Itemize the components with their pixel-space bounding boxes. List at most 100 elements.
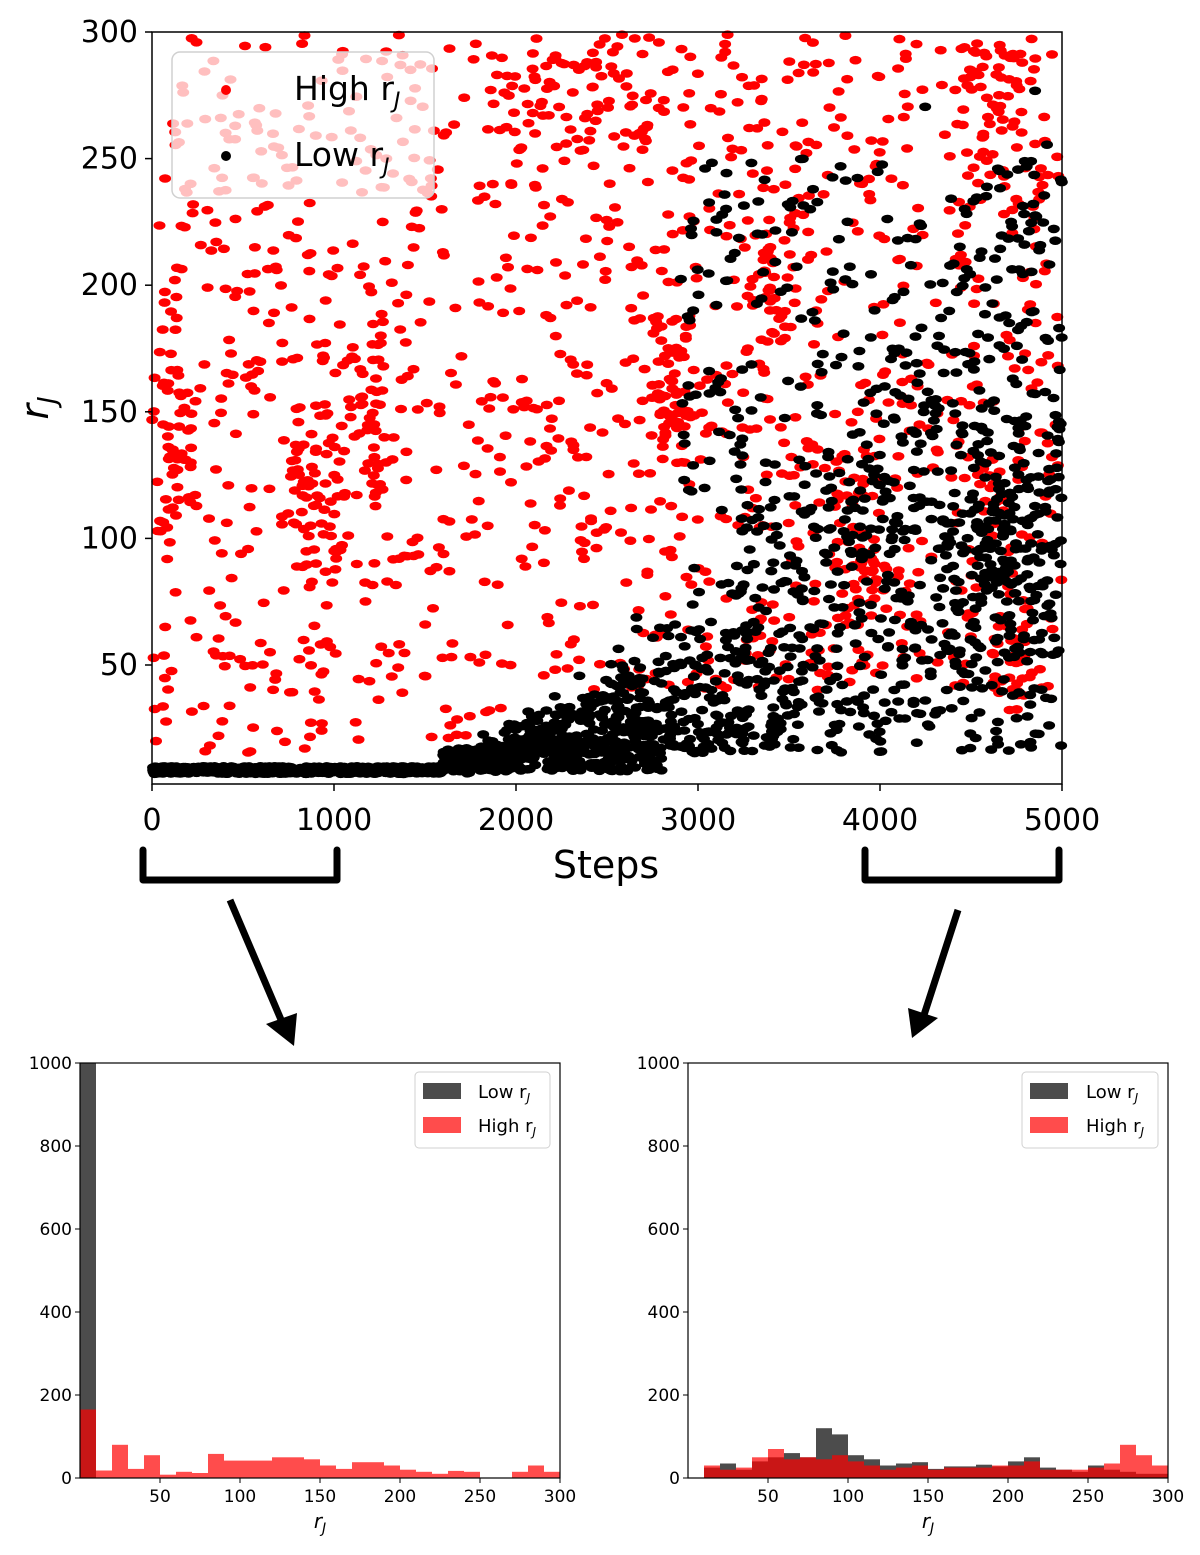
high-rj-point xyxy=(776,127,789,137)
low-rj-point xyxy=(1028,684,1041,693)
high-rj-point xyxy=(984,170,997,180)
high-rj-point xyxy=(799,372,812,382)
high-rj-point xyxy=(810,140,823,150)
low-rj-point xyxy=(703,198,716,207)
low-rj-point xyxy=(771,714,784,723)
high-rj-point xyxy=(208,536,221,545)
low-rj-point xyxy=(838,580,851,590)
low-rj-point xyxy=(878,584,891,593)
high-rj-point xyxy=(583,136,596,145)
high-rj-point xyxy=(259,42,272,52)
high-rj-point xyxy=(776,469,788,478)
high-rj-point xyxy=(567,440,580,450)
high-rj-point xyxy=(822,662,835,672)
histogram-right-bars xyxy=(704,1428,1168,1479)
high-rj-point xyxy=(243,287,256,296)
high-rj-point xyxy=(580,370,593,380)
high-rj-point xyxy=(683,89,696,98)
high-rj-point xyxy=(292,417,305,427)
low-rj-point xyxy=(718,190,731,199)
high-rj-point xyxy=(375,309,388,319)
high-rj-point xyxy=(620,69,633,78)
high-rj-point xyxy=(662,210,675,219)
high-rj-point xyxy=(367,443,380,452)
low-rj-point xyxy=(945,194,958,203)
low-rj-point xyxy=(1030,590,1043,600)
high-rj-point xyxy=(276,338,289,348)
high-rj-point xyxy=(212,731,225,741)
low-rj-point xyxy=(1043,464,1056,474)
low-rj-point xyxy=(609,755,622,765)
high-rj-point xyxy=(419,620,432,629)
low-rj-point xyxy=(769,257,782,267)
high-rj-point xyxy=(270,669,283,678)
high-rj-point xyxy=(550,142,563,152)
low-rj-point xyxy=(915,620,928,630)
high-rj-point xyxy=(823,103,836,112)
high-rj-point xyxy=(796,118,809,127)
high-rj-point xyxy=(350,559,363,569)
high-rj-point xyxy=(201,283,214,292)
low-rj-point xyxy=(659,651,672,661)
low-rj-point xyxy=(720,730,733,739)
high-rj-point xyxy=(857,479,870,489)
low-rj-point xyxy=(797,660,810,670)
high-rj-point xyxy=(153,221,166,230)
high-rj-bar xyxy=(800,1457,816,1479)
low-rj-point xyxy=(751,229,764,238)
low-rj-point xyxy=(873,525,885,534)
high-rj-bar xyxy=(240,1460,256,1478)
high-rj-point xyxy=(646,381,659,390)
high-rj-bar xyxy=(848,1461,864,1478)
high-rj-point xyxy=(376,217,389,227)
high-rj-point xyxy=(516,374,528,384)
low-rj-point xyxy=(925,514,938,524)
low-rj-point xyxy=(758,681,771,690)
high-rj-point xyxy=(554,349,567,359)
high-rj-point xyxy=(151,477,164,487)
high-rj-point xyxy=(510,159,523,168)
low-rj-point xyxy=(1042,489,1055,498)
scatter-points xyxy=(146,30,1068,779)
low-rj-point xyxy=(819,548,831,558)
low-rj-point xyxy=(982,524,995,534)
high-rj-point xyxy=(518,84,531,93)
high-rj-point xyxy=(792,68,805,78)
high-rj-bar xyxy=(976,1467,992,1478)
high-rj-point xyxy=(522,118,535,128)
high-rj-point xyxy=(726,369,739,379)
scatter-x-axis-label: Steps xyxy=(553,843,659,887)
high-rj-point xyxy=(638,364,651,374)
high-rj-point xyxy=(576,547,588,557)
high-rj-point xyxy=(491,70,503,80)
high-rj-point xyxy=(832,87,845,96)
low-rj-point xyxy=(732,413,745,423)
high-rj-point xyxy=(755,94,768,104)
low-rj-point xyxy=(828,543,841,552)
hist-x-tick-label: 200 xyxy=(992,1487,1024,1507)
high-rj-point xyxy=(439,704,452,714)
high-rj-point xyxy=(329,649,342,658)
low-rj-point xyxy=(826,267,839,276)
low-rj-point xyxy=(746,515,759,525)
high-rj-bar xyxy=(864,1465,880,1478)
high-rj-point xyxy=(208,418,221,428)
high-rj-point xyxy=(581,360,594,370)
high-rj-point xyxy=(370,387,383,397)
high-rj-point xyxy=(169,325,182,335)
high-rj-point xyxy=(873,148,886,157)
low-rj-point xyxy=(856,459,868,469)
high-rj-point xyxy=(647,329,660,338)
high-rj-point xyxy=(1051,312,1064,322)
low-rj-point xyxy=(1021,520,1034,530)
high-rj-point xyxy=(268,308,280,318)
low-rj-point xyxy=(844,546,857,556)
low-rj-point xyxy=(723,430,736,440)
low-rj-point xyxy=(736,451,749,460)
high-rj-point xyxy=(243,502,256,512)
low-rj-point xyxy=(598,705,611,715)
high-rj-point xyxy=(713,107,726,116)
high-rj-point xyxy=(676,512,689,522)
high-rj-point xyxy=(443,44,456,53)
high-rj-point xyxy=(251,207,264,216)
